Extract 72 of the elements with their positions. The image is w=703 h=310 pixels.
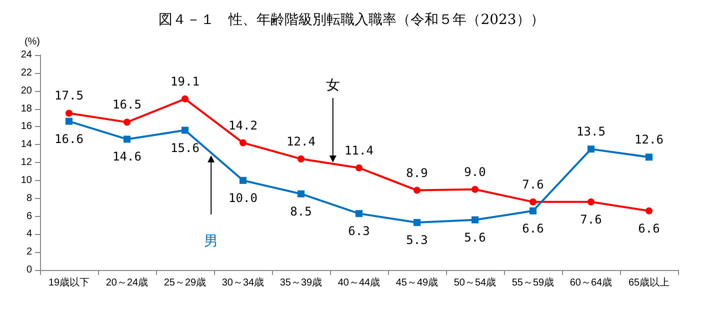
x-tick-label: 45～49歳 xyxy=(396,276,438,288)
point xyxy=(472,186,478,193)
point xyxy=(356,210,362,218)
y-axis-title: (%) xyxy=(24,36,40,48)
y-tick-label: 8 xyxy=(26,192,32,204)
y-tick-label: 4 xyxy=(26,228,32,240)
point xyxy=(646,207,652,214)
y-tick-label: 0 xyxy=(26,264,32,276)
text: 女 xyxy=(326,77,340,94)
data-label: 14.6 xyxy=(112,150,142,164)
x-tick-label: 19歳以下 xyxy=(48,276,90,288)
point xyxy=(66,118,72,125)
data-label: 17.5 xyxy=(54,88,84,103)
data-label: 6.6 xyxy=(522,221,544,236)
point xyxy=(588,146,594,153)
x-tick-label: 50～54歳 xyxy=(454,276,496,288)
y-tick-label: 20 xyxy=(20,85,32,96)
data-label: 6.6 xyxy=(638,221,660,236)
point xyxy=(472,216,478,224)
data-label: 10.0 xyxy=(228,190,258,205)
data-label: 12.4 xyxy=(286,134,316,148)
data-label: 7.6 xyxy=(580,212,602,226)
data-label: 12.6 xyxy=(634,132,664,147)
data-label: 9.0 xyxy=(464,164,486,179)
point xyxy=(298,190,304,198)
data-label: 11.4 xyxy=(344,143,374,158)
data-label: 8.9 xyxy=(406,166,428,180)
point xyxy=(240,139,246,146)
y-tick-label: 24 xyxy=(20,50,32,60)
point xyxy=(124,118,130,126)
x-tick-label: 35～39歳 xyxy=(280,276,322,288)
point xyxy=(646,154,652,161)
data-label: 16.6 xyxy=(54,132,84,146)
data-label: 7.6 xyxy=(522,177,544,192)
data-label: 13.5 xyxy=(576,124,606,139)
y-tick-label: 12 xyxy=(20,157,32,168)
chart-title: 図４－１ 性、年齢階級別転職入職率（令和５年（2023）） xyxy=(158,12,544,28)
point xyxy=(588,198,594,206)
text: 男 xyxy=(204,233,218,250)
x-tick-label: 55～59歳 xyxy=(512,276,554,288)
point xyxy=(414,186,420,194)
x-tick-label: 20～24歳 xyxy=(106,276,148,288)
y-tick-label: 6 xyxy=(26,210,32,222)
point xyxy=(124,136,130,143)
point xyxy=(530,198,536,206)
data-label: 6.3 xyxy=(348,224,370,238)
point xyxy=(414,219,420,226)
data-label: 19.1 xyxy=(170,74,200,88)
point xyxy=(298,155,304,162)
y-tick-label: 2 xyxy=(26,246,32,258)
x-tick-label: 60～64歳 xyxy=(570,276,612,288)
x-tick-label: 25～29歳 xyxy=(164,276,206,288)
point xyxy=(182,95,188,102)
data-label: 5.3 xyxy=(406,233,428,248)
x-tick-label: 40～44歳 xyxy=(338,276,380,288)
point xyxy=(530,207,536,214)
data-label: 16.5 xyxy=(112,98,142,112)
data-label: 14.2 xyxy=(228,118,258,132)
point xyxy=(356,164,362,172)
x-tick-label: 65歳以上 xyxy=(628,276,670,288)
point xyxy=(66,110,72,117)
y-tick-label: 22 xyxy=(20,67,32,78)
point xyxy=(240,176,246,184)
data-label: 15.6 xyxy=(170,140,200,155)
y-tick-label: 14 xyxy=(20,139,32,150)
data-label: 5.6 xyxy=(464,230,486,244)
point xyxy=(182,126,188,134)
x-tick-label: 30～34歳 xyxy=(222,276,264,288)
y-tick-label: 16 xyxy=(20,121,32,132)
data-label: 8.5 xyxy=(290,204,312,218)
y-tick-label: 18 xyxy=(20,103,32,114)
y-tick-label: 10 xyxy=(20,174,32,186)
